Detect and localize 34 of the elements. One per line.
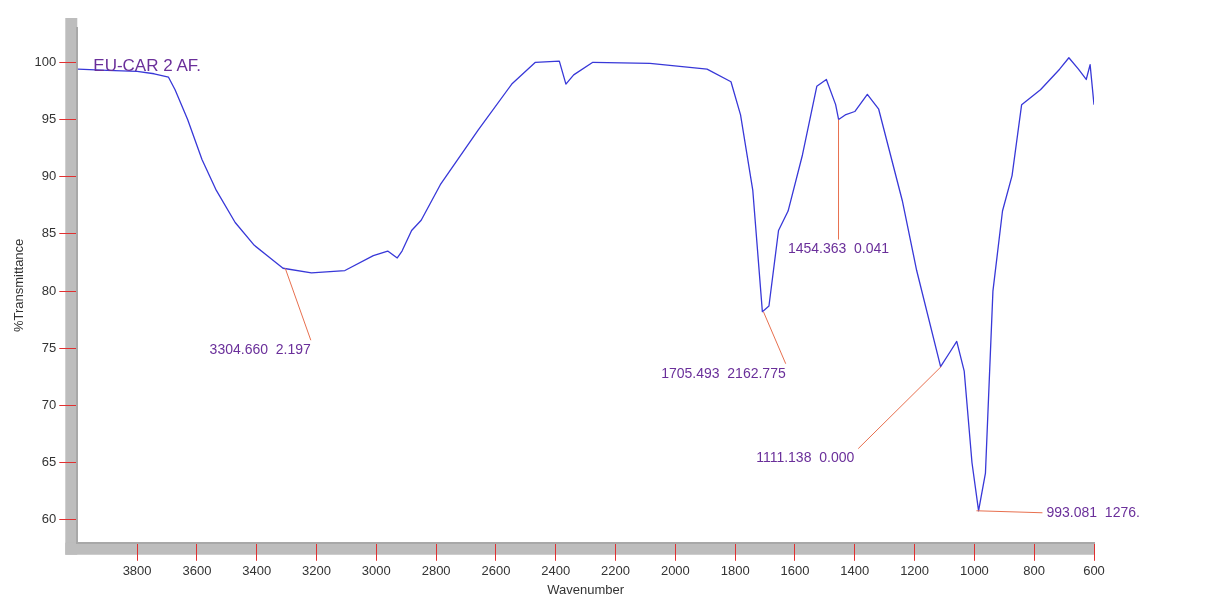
x-tick-label: 1600: [780, 563, 810, 579]
y-tick-label: 85: [41, 225, 57, 241]
y-tick-label: 60: [41, 511, 57, 527]
x-tick-label: 2400: [541, 563, 571, 579]
x-tick-label: 3200: [302, 563, 331, 579]
y-tick-label: 95: [41, 111, 57, 127]
y-tick-label: 90: [41, 168, 57, 184]
x-tick-label: 3400: [242, 563, 272, 579]
x-tick-label: 1000: [959, 563, 989, 579]
x-tick-label: 800: [1023, 563, 1046, 579]
x-tick-label: 1800: [720, 563, 750, 579]
y-tick-label: 70: [41, 397, 57, 413]
annotation: 1111.138 0.000: [756, 449, 855, 466]
annotation: 1705.493 2162.775: [661, 364, 786, 381]
y-tick-label: 65: [41, 454, 57, 470]
y-axis-title: %Transmittance: [11, 238, 27, 333]
x-tick-label: 2200: [601, 563, 631, 579]
x-tick-label: 2600: [481, 563, 511, 579]
x-tick-label: 1200: [900, 563, 930, 579]
x-tick-label: 3000: [361, 563, 391, 579]
annotation: 1454.363 0.041: [787, 240, 890, 257]
x-axis-title: Wavenumber: [547, 581, 625, 597]
annotation: 993.081 1276.: [1046, 503, 1140, 520]
x-tick-label: 3600: [182, 563, 212, 579]
x-tick-label: 2000: [660, 563, 690, 579]
y-tick-label: 100: [34, 53, 57, 69]
x-tick-label: 2800: [421, 563, 451, 579]
x-tick-label: 1400: [840, 563, 870, 579]
annotation: 3304.660 2.197: [209, 341, 312, 358]
text: EU-CAR 2 AF.: [93, 56, 201, 76]
x-tick-label: 3800: [122, 563, 152, 579]
y-tick-label: 80: [41, 282, 57, 298]
x-tick-label: 600: [1083, 563, 1105, 579]
y-tick-label: 75: [41, 339, 57, 355]
